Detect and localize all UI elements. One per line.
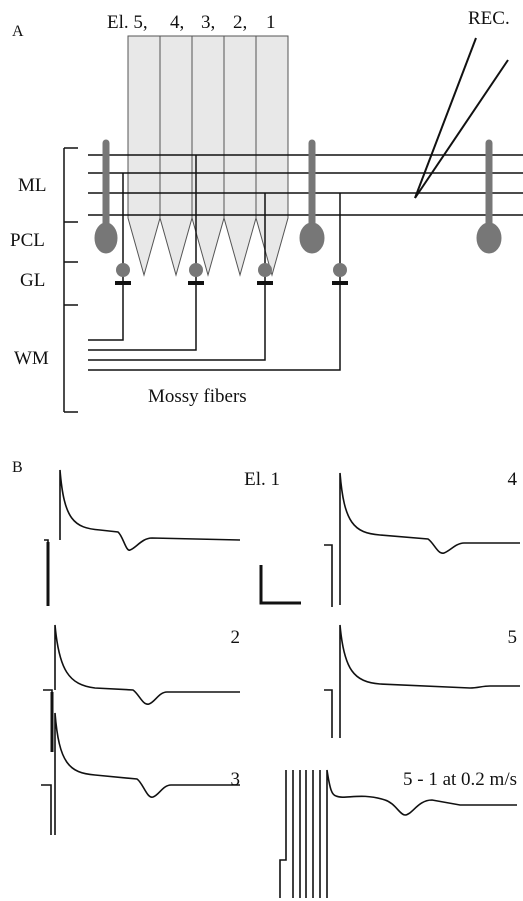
- trace-label: 3: [231, 769, 241, 790]
- trace-label: 2: [231, 627, 241, 648]
- granule-axons: [88, 155, 341, 371]
- layer-label: GL: [20, 270, 45, 291]
- trace-label: 5: [508, 627, 518, 648]
- layer-label: WM: [14, 348, 49, 369]
- layer-label: ML: [18, 175, 47, 196]
- trace: [324, 472, 520, 607]
- recording-pipette: [414, 37, 509, 199]
- parallel-fibers: [88, 154, 523, 216]
- trace-label: 4: [508, 469, 518, 490]
- purkinje-cells: [94, 139, 502, 254]
- electrode-label: El. 5,: [107, 12, 148, 33]
- trace-label: El. 1: [244, 469, 280, 490]
- panel-label: B: [12, 459, 23, 476]
- layer-label: PCL: [10, 230, 45, 251]
- trace: [41, 712, 240, 835]
- trace: [324, 624, 520, 738]
- fiber-label: Mossy fibers: [148, 386, 247, 407]
- panel-label: A: [12, 23, 24, 40]
- trace-label: 5 - 1 at 0.2 m/s: [403, 769, 517, 790]
- trace: [44, 469, 241, 606]
- recording-label: REC.: [468, 8, 510, 29]
- electrode-label: 4,: [170, 12, 184, 33]
- scale-bar: [259, 565, 301, 605]
- trace: [43, 624, 240, 752]
- trace: [279, 769, 517, 898]
- electrode-label: 3,: [201, 12, 215, 33]
- granule-cells: [115, 263, 348, 285]
- electrode-label: 1: [266, 12, 276, 33]
- electrode-label: 2,: [233, 12, 247, 33]
- layer-bracket: [63, 147, 78, 413]
